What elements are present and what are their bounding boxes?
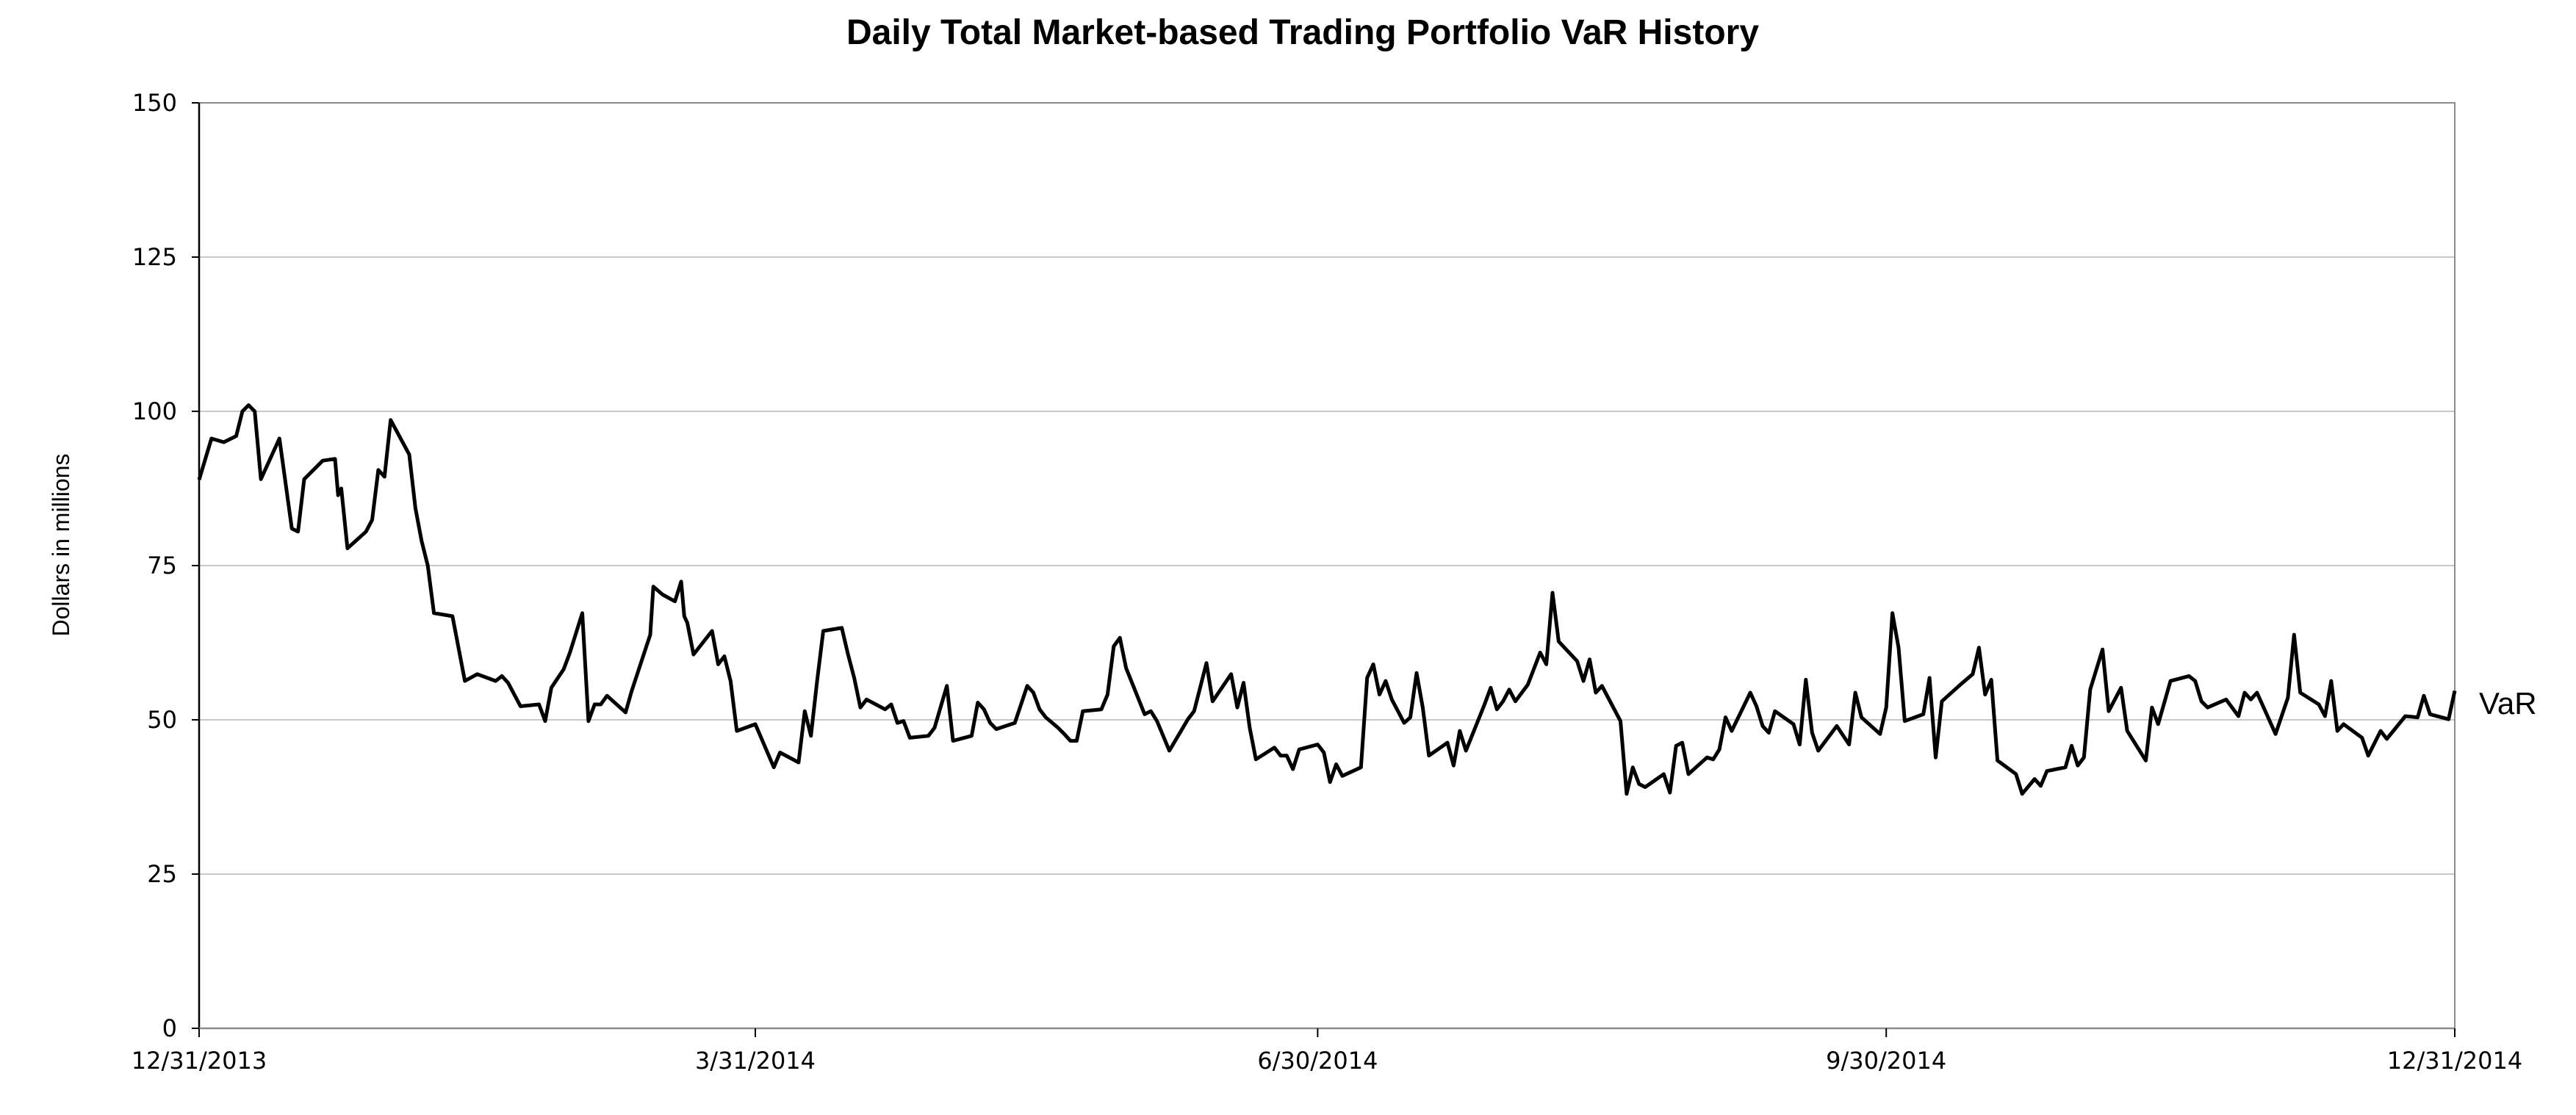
legend-var: VaR [2479,686,2537,721]
x-tick-label: 9/30/2014 [1826,1047,1946,1075]
y-tick-label: 125 [132,243,177,271]
y-axis-label: Dollars in millions [48,454,74,637]
x-tick-label: 3/31/2014 [695,1047,816,1075]
y-tick-label: 150 [132,89,177,117]
x-tick-label: 12/31/2013 [132,1047,267,1075]
y-tick-label: 25 [147,860,177,888]
y-tick-label: 0 [162,1014,177,1042]
x-tick-label: 6/30/2014 [1257,1047,1378,1075]
y-tick-label: 50 [147,706,177,734]
x-ticks: 12/31/2013 3/31/2014 6/30/2014 9/30/2014 12/… [132,1028,2522,1075]
y-ticks: 0 25 50 75 100 125 150 [132,89,199,1042]
x-tick-label: 12/31/2014 [2387,1047,2522,1075]
series-group [197,403,2457,796]
y-tick-label: 75 [147,552,177,580]
chart-title: Daily Total Market-based Trading Portfol… [846,13,1759,52]
series-line-var [197,403,2457,796]
y-tick-label: 100 [132,397,177,425]
gridlines [199,256,2455,875]
